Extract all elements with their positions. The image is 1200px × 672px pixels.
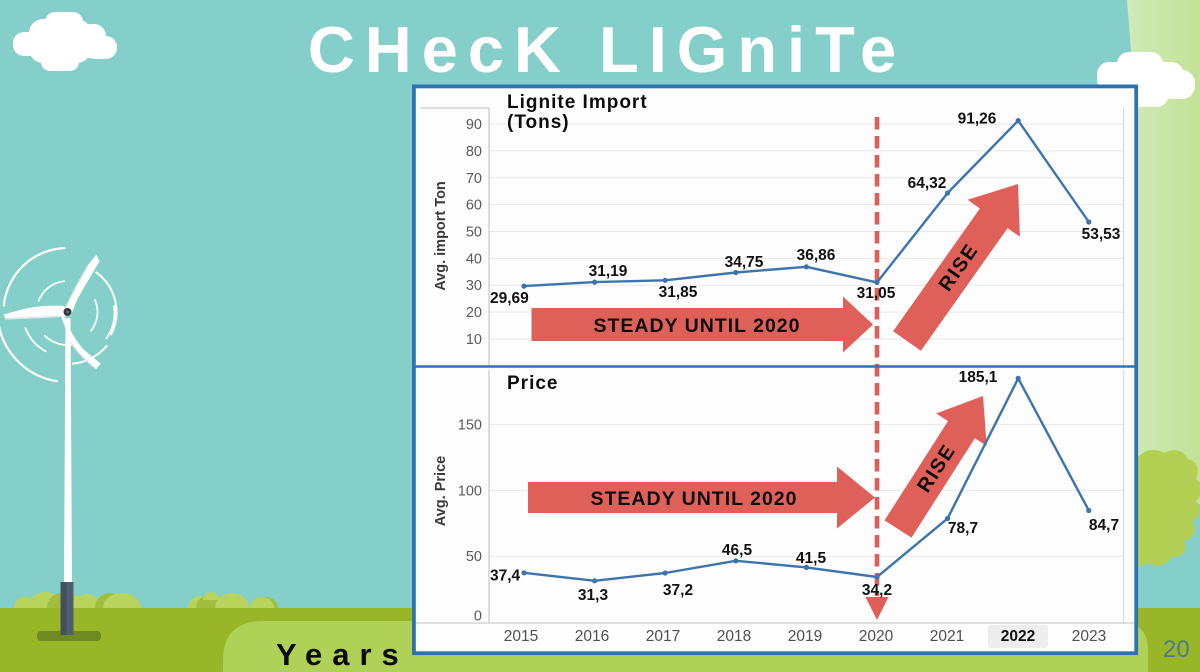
svg-text:31,05: 31,05 bbox=[857, 285, 896, 302]
svg-text:31,3: 31,3 bbox=[578, 587, 609, 604]
svg-text:40: 40 bbox=[466, 251, 482, 267]
svg-text:41,5: 41,5 bbox=[796, 550, 827, 567]
svg-text:80: 80 bbox=[466, 144, 482, 160]
svg-text:2020: 2020 bbox=[859, 628, 894, 645]
svg-text:150: 150 bbox=[458, 418, 482, 434]
svg-text:185,1: 185,1 bbox=[959, 369, 998, 386]
svg-text:78,7: 78,7 bbox=[948, 520, 978, 537]
svg-text:50: 50 bbox=[466, 225, 482, 241]
svg-text:2021: 2021 bbox=[930, 628, 964, 645]
svg-text:36,86: 36,86 bbox=[797, 247, 836, 264]
svg-text:2017: 2017 bbox=[646, 628, 680, 645]
svg-text:53,53: 53,53 bbox=[1082, 226, 1121, 243]
svg-text:STEADY UNTIL 2020: STEADY UNTIL 2020 bbox=[593, 315, 800, 337]
svg-text:100: 100 bbox=[458, 483, 482, 499]
svg-text:2022: 2022 bbox=[1001, 628, 1035, 645]
svg-text:0: 0 bbox=[474, 609, 482, 625]
svg-text:29,69: 29,69 bbox=[490, 290, 529, 307]
svg-text:Price: Price bbox=[507, 373, 558, 394]
svg-text:60: 60 bbox=[466, 198, 482, 214]
svg-text:64,32: 64,32 bbox=[908, 175, 947, 192]
svg-text:34,75: 34,75 bbox=[725, 254, 764, 271]
svg-text:Lignite Import: Lignite Import bbox=[507, 92, 648, 113]
svg-text:(Tons): (Tons) bbox=[507, 112, 570, 133]
svg-text:10: 10 bbox=[466, 332, 482, 348]
svg-text:37,2: 37,2 bbox=[663, 582, 693, 599]
svg-text:2015: 2015 bbox=[504, 628, 538, 645]
svg-text:2023: 2023 bbox=[1072, 628, 1106, 645]
svg-text:70: 70 bbox=[466, 171, 482, 187]
svg-text:Avg. Price: Avg. Price bbox=[433, 456, 449, 526]
svg-text:2019: 2019 bbox=[788, 628, 822, 645]
svg-text:37,4: 37,4 bbox=[490, 568, 521, 585]
svg-text:90: 90 bbox=[466, 117, 482, 133]
svg-text:84,7: 84,7 bbox=[1089, 517, 1119, 534]
svg-text:2018: 2018 bbox=[717, 628, 751, 645]
svg-text:20: 20 bbox=[466, 305, 482, 321]
svg-text:46,5: 46,5 bbox=[722, 542, 753, 559]
svg-text:30: 30 bbox=[466, 278, 482, 294]
svg-text:50: 50 bbox=[466, 549, 482, 565]
svg-text:91,26: 91,26 bbox=[958, 111, 997, 128]
svg-text:31,85: 31,85 bbox=[659, 284, 698, 301]
svg-text:STEADY UNTIL 2020: STEADY UNTIL 2020 bbox=[590, 488, 797, 510]
svg-text:31,19: 31,19 bbox=[589, 263, 628, 280]
svg-text:2016: 2016 bbox=[575, 628, 609, 645]
svg-text:Avg. import Ton: Avg. import Ton bbox=[433, 181, 449, 291]
svg-text:34,2: 34,2 bbox=[862, 582, 892, 599]
